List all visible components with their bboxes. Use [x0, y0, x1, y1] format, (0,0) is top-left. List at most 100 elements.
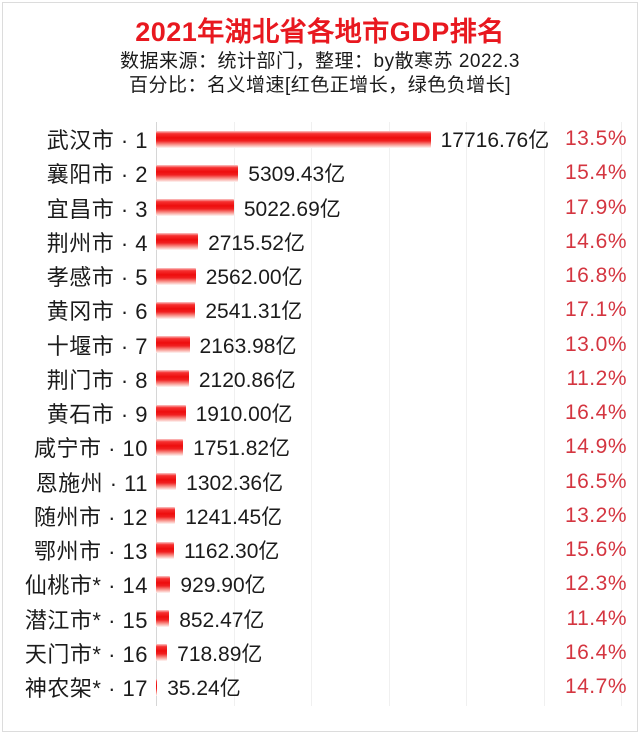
gdp-bar: [156, 644, 168, 662]
bar-track: 17716.76亿: [156, 122, 640, 156]
bar-track: 718.89亿: [156, 636, 640, 670]
gdp-value-label: 1241.45亿: [185, 505, 283, 529]
growth-rate-label: 12.3%: [564, 572, 627, 596]
bar-track: 1162.30亿: [156, 533, 640, 567]
city-rank-label: 天门市* · 16: [24, 641, 148, 667]
growth-rate-label: 13.5%: [564, 127, 627, 151]
gdp-value-label: 1162.30亿: [184, 540, 280, 564]
bar-track: 929.90亿: [156, 567, 640, 601]
city-rank-label: 潜江市* · 15: [24, 607, 148, 633]
gdp-value-label: 1910.00亿: [195, 403, 293, 427]
gdp-bar: [156, 336, 190, 354]
gridline: [388, 122, 390, 706]
chart-row: 咸宁市 · 10 1751.82亿 14.9%: [0, 430, 640, 464]
chart-row: 潜江市* · 15 852.47亿 11.4%: [0, 602, 640, 636]
gdp-value-label: 17716.76亿: [440, 129, 550, 153]
bar-track: 1751.82亿: [156, 430, 640, 464]
gdp-bar: [156, 541, 175, 559]
bar-track: 5309.43亿: [156, 156, 640, 190]
growth-rate-label: 14.6%: [564, 229, 627, 253]
growth-rate-label: 14.7%: [564, 675, 627, 699]
gdp-bar: [156, 370, 189, 388]
gridline: [621, 122, 622, 706]
bar-track: 1910.00亿: [156, 396, 640, 430]
gdp-bar: [156, 404, 186, 422]
gdp-bar: [156, 233, 199, 251]
city-rank-label: 武汉市 · 1: [46, 128, 148, 154]
bar-track: 1241.45亿: [156, 499, 640, 533]
bar-track: 35.24亿: [156, 670, 640, 704]
chart-row: 神农架* · 17 35.24亿 14.7%: [0, 670, 640, 704]
growth-rate-label: 13.2%: [564, 503, 627, 527]
gdp-bar: [156, 473, 177, 491]
bar-chart: 武汉市 · 1 17716.76亿 13.5% 襄阳市 · 2 5309.43亿…: [0, 122, 640, 712]
gdp-value-label: 718.89亿: [177, 642, 263, 666]
city-rank-label: 随州市 · 12: [33, 504, 148, 530]
city-rank-label: 咸宁市 · 10: [33, 436, 148, 462]
header: 2021年湖北省各地市GDP排名 数据来源：统计部门，整理：by散寒苏 2022…: [0, 0, 640, 98]
gdp-value-label: 1302.36亿: [186, 471, 284, 495]
gdp-bar: [156, 301, 196, 319]
growth-rate-label: 15.6%: [564, 538, 627, 562]
gdp-value-label: 2163.98亿: [199, 334, 297, 358]
chart-row: 随州市 · 12 1241.45亿 13.2%: [0, 499, 640, 533]
city-rank-label: 宜昌市 · 3: [46, 196, 148, 222]
growth-rate-label: 16.8%: [564, 264, 627, 288]
chart-row: 武汉市 · 1 17716.76亿 13.5%: [0, 122, 640, 156]
gridline: [466, 122, 467, 706]
growth-rate-label: 16.4%: [564, 401, 627, 425]
chart-row: 黄冈市 · 6 2541.31亿 17.1%: [0, 293, 640, 327]
gridline: [311, 122, 312, 706]
gdp-value-label: 1751.82亿: [193, 437, 291, 461]
growth-rate-label: 13.0%: [564, 332, 627, 356]
bar-track: 2163.98亿: [156, 328, 640, 362]
growth-rate-label: 14.9%: [564, 435, 627, 459]
gdp-value-label: 2541.31亿: [205, 300, 303, 324]
chart-subtitle-legend: 百分比：名义增速[红色正增长，绿色负增长]: [128, 75, 512, 96]
city-rank-label: 黄石市 · 9: [46, 402, 148, 428]
gdp-value-label: 2562.00亿: [205, 266, 303, 290]
chart-row: 襄阳市 · 2 5309.43亿 15.4%: [0, 156, 640, 190]
bar-track: 2541.31亿: [156, 293, 640, 327]
gdp-value-label: 5309.43亿: [248, 163, 346, 187]
bar-track: 852.47亿: [156, 602, 640, 636]
growth-rate-label: 17.1%: [564, 298, 627, 322]
growth-rate-label: 11.4%: [566, 606, 627, 630]
gdp-value-label: 852.47亿: [179, 608, 265, 632]
growth-rate-label: 11.2%: [566, 366, 627, 390]
bar-track: 2715.52亿: [156, 225, 640, 259]
growth-rate-label: 16.5%: [564, 469, 627, 493]
chart-row: 天门市* · 16 718.89亿 16.4%: [0, 636, 640, 670]
bar-track: 2120.86亿: [156, 362, 640, 396]
chart-subtitle-source: 数据来源：统计部门，整理：by散寒苏 2022.3: [120, 51, 520, 72]
city-rank-label: 鄂州市 · 13: [33, 539, 148, 565]
chart-row: 仙桃市* · 14 929.90亿 12.3%: [0, 567, 640, 601]
city-rank-label: 襄阳市 · 2: [46, 162, 148, 188]
bar-track: 2562.00亿: [156, 259, 640, 293]
chart-row: 宜昌市 · 3 5022.69亿 17.9%: [0, 191, 640, 225]
chart-row: 鄂州市 · 13 1162.30亿 15.6%: [0, 533, 640, 567]
gdp-bar: [156, 267, 196, 285]
chart-title: 2021年湖北省各地市GDP排名: [135, 17, 505, 47]
gridline: [233, 122, 235, 706]
gdp-value-label: 35.24亿: [167, 677, 241, 701]
city-rank-label: 仙桃市* · 14: [24, 573, 148, 599]
chart-row: 十堰市 · 7 2163.98亿 13.0%: [0, 328, 640, 362]
bar-track: 1302.36亿: [156, 465, 640, 499]
city-rank-label: 荆州市 · 4: [46, 230, 148, 256]
city-rank-label: 荆门市 · 8: [46, 367, 148, 393]
gdp-bar: [156, 610, 170, 628]
gdp-value-label: 929.90亿: [180, 574, 266, 598]
growth-rate-label: 15.4%: [564, 161, 627, 185]
city-rank-label: 孝感市 · 5: [46, 265, 148, 291]
chart-row: 孝感市 · 5 2562.00亿 16.8%: [0, 259, 640, 293]
growth-rate-label: 17.9%: [564, 195, 627, 219]
gdp-value-label: 5022.69亿: [243, 197, 341, 221]
gdp-bar: [156, 438, 184, 456]
bar-track: 5022.69亿: [156, 191, 640, 225]
growth-rate-label: 16.4%: [564, 640, 627, 664]
gdp-value-label: 2120.86亿: [198, 368, 296, 392]
city-rank-label: 恩施州 · 11: [35, 470, 148, 496]
chart-row: 荆州市 · 4 2715.52亿 14.6%: [0, 225, 640, 259]
